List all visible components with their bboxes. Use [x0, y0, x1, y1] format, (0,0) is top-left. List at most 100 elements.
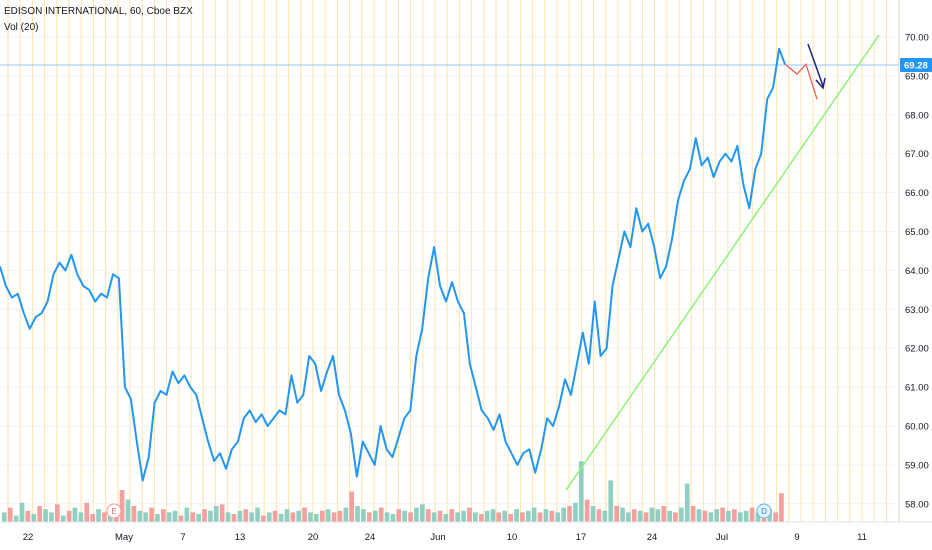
time-axis[interactable]: 22 May 7 13 20 24 Jun 10 17 24 Jul 9 11 [23, 532, 867, 543]
volume-bar [2, 512, 7, 522]
volume-bar [743, 510, 749, 522]
volume-bar [19, 502, 25, 522]
price-tick-label: 69.00 [905, 71, 929, 82]
volume-bar [49, 512, 54, 522]
volume-bar [225, 512, 231, 522]
volume-bar [372, 510, 378, 522]
volume-bar [779, 493, 784, 522]
volume-bar [7, 507, 13, 522]
earnings-badge-label: E [111, 507, 116, 516]
volume-bar [284, 509, 290, 522]
volume-bar [655, 509, 661, 522]
volume-bar [679, 507, 684, 522]
time-tick-label: 9 [794, 532, 799, 543]
volume-bar [749, 507, 755, 522]
volume-bar [155, 514, 160, 522]
volume-bar [78, 512, 84, 522]
volume-bar [290, 512, 296, 522]
volume-bar [172, 510, 178, 522]
volume-indicator-label[interactable]: Vol (20) [4, 22, 39, 33]
volume-bar [584, 499, 590, 522]
volume-bar [437, 510, 443, 522]
current-price-tag: 69.28 [900, 58, 932, 73]
volume-bar [620, 507, 625, 522]
projection-path[interactable] [784, 63, 818, 100]
horizontal-grid [0, 36, 899, 505]
time-tick-label: Jul [716, 532, 728, 543]
volume-bar [732, 509, 737, 522]
earnings-badge-circle [106, 503, 122, 519]
volume-bar [637, 510, 643, 522]
time-tick-label: 17 [576, 532, 587, 543]
volume-bar [443, 514, 449, 522]
volume-bar [461, 510, 466, 522]
volume-bar [149, 507, 154, 522]
price-tick-label: 68.00 [905, 110, 929, 121]
dividend-badge[interactable]: D [756, 503, 772, 519]
volume-bar [737, 512, 743, 522]
volume-bar [143, 512, 148, 522]
volume-bar [249, 512, 254, 522]
down-arrow-annotation[interactable] [807, 43, 826, 90]
volume-bar [755, 512, 761, 522]
volume-bar [219, 504, 225, 522]
volume-bar [702, 510, 708, 522]
volume-bar [90, 514, 95, 522]
volume-bar [626, 512, 631, 522]
price-tick-label: 65.00 [905, 227, 929, 238]
price-tick-label: 58.00 [905, 499, 929, 510]
volume-bar [543, 509, 549, 522]
volume-bar [661, 506, 667, 522]
volume-bar [331, 512, 337, 522]
time-tick-label: 13 [235, 532, 246, 543]
volume-bar [649, 507, 655, 522]
volume-bar [390, 514, 396, 522]
ascending-trend-line[interactable] [565, 34, 880, 491]
volume-bar [343, 507, 349, 522]
volume-bar [708, 512, 714, 522]
volume-bar [213, 506, 219, 522]
volume-bar [367, 512, 372, 522]
volume-bar [402, 510, 407, 522]
earnings-badge[interactable]: E [106, 503, 122, 519]
price-tick-label: 59.00 [905, 460, 929, 471]
volume-bar [296, 510, 302, 522]
volume-bar [178, 515, 184, 522]
volume-bar [55, 504, 60, 522]
price-tick-label: 64.00 [905, 266, 929, 277]
price-tick-label: 60.00 [905, 422, 929, 433]
volume-bar [243, 509, 249, 522]
volume-bar [255, 507, 260, 522]
volume-bar [355, 506, 360, 522]
volume-bar [96, 509, 101, 522]
volume-bar [396, 509, 402, 522]
price-tick-label: 70.00 [905, 33, 929, 44]
volume-bar [414, 507, 419, 522]
volume-bar [166, 512, 172, 522]
volume-bar [119, 490, 125, 522]
volume-bar [455, 512, 460, 522]
volume-bar [696, 509, 702, 522]
price-axis[interactable]: 70.00 69.00 68.00 67.00 66.00 65.00 64.00 63.00… [898, 0, 929, 522]
time-tick-label: 20 [308, 532, 319, 543]
volume-bar [420, 504, 425, 522]
symbol-title[interactable]: EDISON INTERNATIONAL, 60, Cboe BZX [4, 6, 193, 17]
volume-bar [720, 507, 725, 522]
dividend-badge-circle [756, 503, 772, 519]
arrow-shaft [807, 43, 824, 87]
time-tick-label: 10 [507, 532, 518, 543]
time-tick-label: 11 [857, 532, 867, 543]
volume-bar [102, 512, 107, 522]
volume-bar [431, 512, 437, 522]
volume-bar [231, 514, 237, 522]
volume-bar [266, 512, 272, 522]
time-tick-label: May [115, 532, 133, 543]
volume-bar [25, 510, 31, 522]
volume-bar [37, 506, 42, 522]
volume-bar [378, 507, 384, 522]
volume-bar [66, 510, 72, 522]
current-price-tag-bg [900, 58, 932, 73]
volume-bar [361, 509, 366, 522]
volume-bar [643, 512, 649, 522]
